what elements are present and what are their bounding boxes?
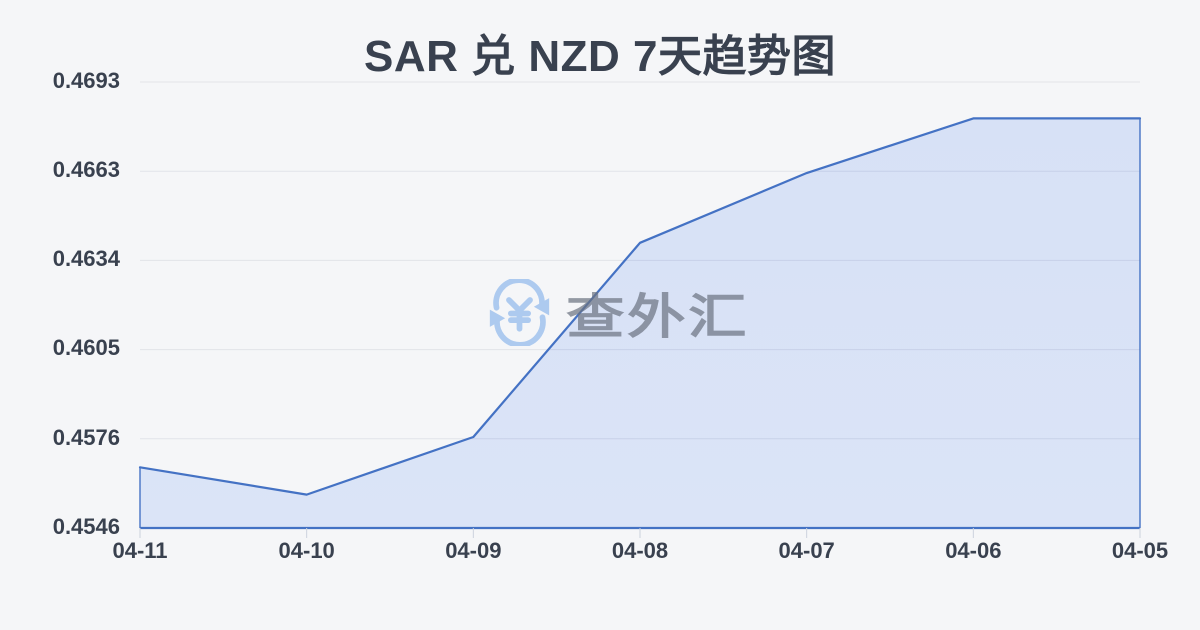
svg-text:04-08: 04-08 [612,538,668,563]
svg-text:04-06: 04-06 [945,538,1001,563]
svg-text:04-05: 04-05 [1112,538,1168,563]
svg-text:04-11: 04-11 [112,538,167,563]
svg-text:0.4693: 0.4693 [53,68,120,93]
svg-text:0.4605: 0.4605 [53,335,120,360]
svg-text:04-07: 04-07 [779,538,835,563]
svg-text:0.4663: 0.4663 [53,157,120,182]
svg-text:0.4546: 0.4546 [53,514,120,539]
svg-text:0.4576: 0.4576 [53,425,120,450]
svg-text:0.4634: 0.4634 [53,246,121,271]
svg-text:04-09: 04-09 [445,538,501,563]
svg-text:04-10: 04-10 [279,538,335,563]
